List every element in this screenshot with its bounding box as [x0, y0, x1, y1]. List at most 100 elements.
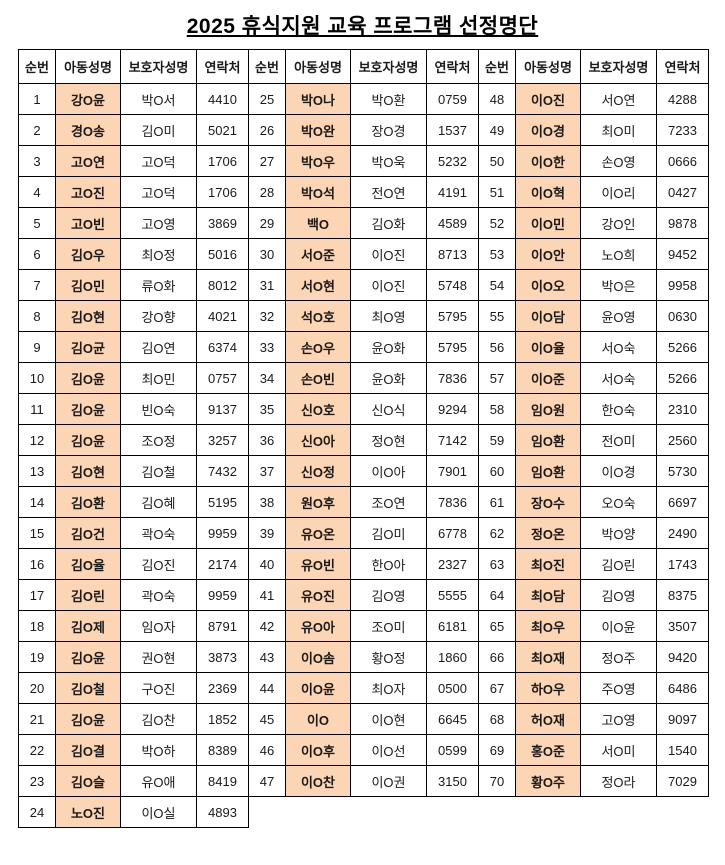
cell-contact: 0427 [656, 176, 709, 208]
table-row: 11 김O윤 빈O숙 9137 35 신O호 신O식 9294 58 임O원 한O숙 2310 [18, 393, 709, 425]
table-row: 22 김O결 박O하 8389 46 이O후 이O선 0599 69 홍O준 서O미 1540 [18, 734, 709, 766]
cell-child-name: 김O율 [55, 548, 121, 580]
cell-guardian-name: 윤O화 [350, 331, 427, 363]
cell-order-number: 53 [478, 238, 516, 270]
cell-order-number: 56 [478, 331, 516, 363]
page-title: 2025 휴식지원 교육 프로그램 선정명단 [186, 15, 539, 38]
header-cell-contact: 연락처 [196, 49, 249, 84]
cell-contact: 8389 [196, 734, 249, 766]
cell-guardian-name: 주O영 [580, 672, 657, 704]
cell-order-number: 43 [248, 641, 286, 673]
cell-child-name: 김O결 [55, 734, 121, 766]
cell-contact: 7142 [426, 424, 479, 456]
cell-order-number: 47 [248, 765, 286, 797]
cell-order-number: 36 [248, 424, 286, 456]
cell-child-name: 박O나 [285, 83, 351, 115]
cell-contact: 5016 [196, 238, 249, 270]
cell-child-name: 이O후 [285, 734, 351, 766]
cell-order-number: 24 [18, 796, 56, 828]
cell-order-number: 6 [18, 238, 56, 270]
cell-order-number: 20 [18, 672, 56, 704]
cell-child-name: 이O민 [515, 207, 581, 239]
cell-contact: 2327 [426, 548, 479, 580]
cell-order-number: 41 [248, 579, 286, 611]
cell-contact: 5748 [426, 269, 479, 301]
cell-guardian-name: 이O선 [350, 734, 427, 766]
cell-child-name: 김O제 [55, 610, 121, 642]
cell-child-name: 황O주 [515, 765, 581, 797]
cell-contact: 2310 [656, 393, 709, 425]
cell-order-number: 67 [478, 672, 516, 704]
cell-contact: 9959 [196, 579, 249, 611]
cell-order-number: 44 [248, 672, 286, 704]
cell-contact: 5266 [656, 331, 709, 363]
cell-contact: 1852 [196, 703, 249, 735]
cell-child-name: 장O수 [515, 486, 581, 518]
cell-child-name: 유O온 [285, 517, 351, 549]
header-cell-no: 순번 [478, 49, 516, 84]
cell-contact: 3150 [426, 765, 479, 797]
cell-guardian-name: 박O은 [580, 269, 657, 301]
cell-guardian-name: 곽O숙 [120, 579, 197, 611]
cell-contact: 6181 [426, 610, 479, 642]
cell-contact: 9294 [426, 393, 479, 425]
cell-guardian-name: 박O욱 [350, 145, 427, 177]
cell-child-name: 신O아 [285, 424, 351, 456]
cell-guardian-name: 정O현 [350, 424, 427, 456]
cell-child-name: 강O윤 [55, 83, 121, 115]
cell-order-number: 57 [478, 362, 516, 394]
cell-contact: 5730 [656, 455, 709, 487]
cell-child-name: 석O호 [285, 300, 351, 332]
cell-child-name: 김O슬 [55, 765, 121, 797]
cell-child-name: 김O현 [55, 300, 121, 332]
header-cell-guardian: 보호자성명 [580, 49, 657, 84]
cell-contact: 9958 [656, 269, 709, 301]
table-row: 8 김O현 강O향 4021 32 석O호 최O영 5795 55 이O담 윤O영 0630 [18, 300, 709, 332]
cell-order-number: 70 [478, 765, 516, 797]
table-row: 1 강O윤 박O서 4410 25 박O나 박O환 0759 48 이O진 서O연 4288 [18, 83, 709, 115]
cell-order-number: 54 [478, 269, 516, 301]
cell-order-number: 40 [248, 548, 286, 580]
cell-guardian-name: 강O인 [580, 207, 657, 239]
header-cell-guardian: 보호자성명 [350, 49, 427, 84]
table-body: 1 강O윤 박O서 4410 25 박O나 박O환 0759 48 이O진 서O연 4288 2 경O송 김… [18, 83, 709, 828]
cell-child-name: 김O윤 [55, 393, 121, 425]
cell-order-number: 68 [478, 703, 516, 735]
cell-contact: 5795 [426, 300, 479, 332]
cell-order-number: 12 [18, 424, 56, 456]
cell-contact: 2560 [656, 424, 709, 456]
cell-child-name: 김O민 [55, 269, 121, 301]
cell-child-name: 신O호 [285, 393, 351, 425]
cell-guardian-name: 김O연 [120, 331, 197, 363]
cell-child-name: 이O찬 [285, 765, 351, 797]
cell-guardian-name: 정O라 [580, 765, 657, 797]
cell-guardian-name: 윤O영 [580, 300, 657, 332]
cell-child-name: 고O진 [55, 176, 121, 208]
cell-guardian-name: 유O애 [120, 765, 197, 797]
cell-order-number: 18 [18, 610, 56, 642]
cell-child-name: 김O린 [55, 579, 121, 611]
table-row: 9 김O균 김O연 6374 33 손O우 윤O화 5795 56 이O율 서O숙 5266 [18, 331, 709, 363]
cell-order-number: 39 [248, 517, 286, 549]
cell-order-number: 32 [248, 300, 286, 332]
cell-child-name: 허O재 [515, 703, 581, 735]
cell-child-name: 최O진 [515, 548, 581, 580]
cell-contact: 5232 [426, 145, 479, 177]
cell-contact: 9878 [656, 207, 709, 239]
cell-contact: 7432 [196, 455, 249, 487]
cell-child-name: 유O아 [285, 610, 351, 642]
cell-child-name: 박O완 [285, 114, 351, 146]
cell-guardian-name: 김O철 [120, 455, 197, 487]
cell-child-name: 이O준 [515, 362, 581, 394]
cell-order-number: 37 [248, 455, 286, 487]
cell-guardian-name: 황O정 [350, 641, 427, 673]
cell-order-number: 17 [18, 579, 56, 611]
cell-order-number: 50 [478, 145, 516, 177]
cell-order-number: 8 [18, 300, 56, 332]
cell-contact: 8375 [656, 579, 709, 611]
cell-guardian-name: 구O진 [120, 672, 197, 704]
cell-child-name: 유O진 [285, 579, 351, 611]
cell-contact: 9137 [196, 393, 249, 425]
cell-child-name: 이O윤 [285, 672, 351, 704]
